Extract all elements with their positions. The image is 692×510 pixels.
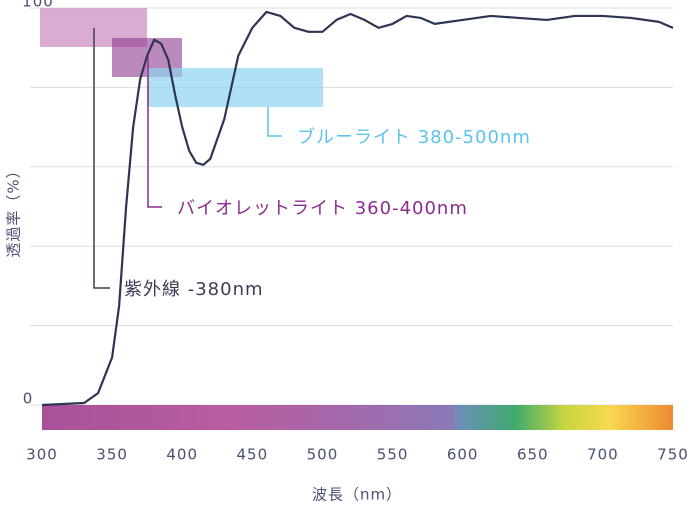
x-tick-label: 750 <box>657 446 689 464</box>
annotation: 紫外線 -380nm <box>124 279 264 300</box>
x-tick-label: 550 <box>377 446 409 464</box>
y-axis-label: 透過率（%） <box>5 162 23 257</box>
x-tick-label: 600 <box>447 446 479 464</box>
x-tick-label: 400 <box>166 446 198 464</box>
x-tick-label: 300 <box>26 446 58 464</box>
x-tick-label: 350 <box>96 446 128 464</box>
y-tick-label: 100 <box>22 0 54 11</box>
plot <box>41 10 674 407</box>
spectrum-bar <box>42 405 673 430</box>
uv-leader <box>93 28 110 289</box>
x-tick-label: 500 <box>307 446 339 464</box>
x-tick-label: 700 <box>587 446 619 464</box>
x-axis-label: 波長（nm） <box>312 486 402 504</box>
y-tick-label: 0 <box>23 390 34 408</box>
x-tick-label: 650 <box>517 446 549 464</box>
blue-leader <box>267 107 282 137</box>
line <box>41 10 674 407</box>
annotation: バイオレットライト 360-400nm <box>177 198 468 219</box>
violet-leader <box>147 55 162 208</box>
x-tick-label: 450 <box>237 446 269 464</box>
annotation: ブルーライト 380-500nm <box>297 126 531 148</box>
